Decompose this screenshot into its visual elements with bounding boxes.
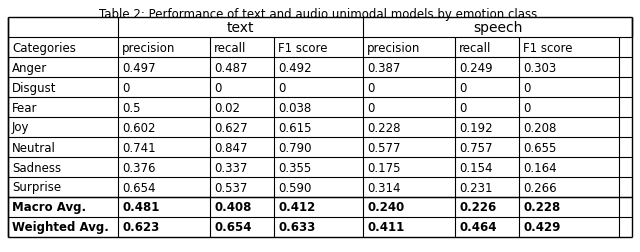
Text: 0.590: 0.590 [278, 181, 312, 194]
Text: 0.376: 0.376 [122, 161, 156, 174]
Text: 0: 0 [367, 81, 374, 94]
Text: 0: 0 [523, 101, 531, 114]
Text: 0.412: 0.412 [278, 201, 316, 214]
Text: 0.492: 0.492 [278, 61, 312, 74]
Text: 0.537: 0.537 [214, 181, 248, 194]
Text: Joy: Joy [12, 121, 29, 134]
Text: 0.408: 0.408 [214, 201, 252, 214]
Text: Categories: Categories [12, 41, 76, 54]
Text: 0.303: 0.303 [523, 61, 556, 74]
Text: 0.266: 0.266 [523, 181, 557, 194]
Text: 0.654: 0.654 [214, 220, 252, 234]
Text: 0.654: 0.654 [122, 181, 156, 194]
Text: precision: precision [122, 41, 175, 54]
Text: Table 2: Performance of text and audio unimodal models by emotion class.: Table 2: Performance of text and audio u… [99, 8, 541, 21]
Text: 0.847: 0.847 [214, 141, 248, 154]
Text: 0.757: 0.757 [459, 141, 493, 154]
Text: 0: 0 [278, 81, 285, 94]
Text: Disgust: Disgust [12, 81, 56, 94]
Text: 0.602: 0.602 [122, 121, 156, 134]
Text: 0.615: 0.615 [278, 121, 312, 134]
Text: 0.411: 0.411 [367, 220, 404, 234]
Text: Anger: Anger [12, 61, 47, 74]
Text: 0.038: 0.038 [278, 101, 311, 114]
Text: F1 score: F1 score [523, 41, 573, 54]
Text: 0.633: 0.633 [278, 220, 316, 234]
Text: 0: 0 [122, 81, 129, 94]
Text: 0.314: 0.314 [367, 181, 401, 194]
Text: 0.655: 0.655 [523, 141, 556, 154]
Text: 0: 0 [367, 101, 374, 114]
Text: 0: 0 [459, 81, 467, 94]
Text: Fear: Fear [12, 101, 38, 114]
Text: 0.02: 0.02 [214, 101, 240, 114]
Text: Sadness: Sadness [12, 161, 61, 174]
Text: 0.355: 0.355 [278, 161, 311, 174]
Text: 0.577: 0.577 [367, 141, 401, 154]
Text: speech: speech [473, 21, 522, 35]
Text: F1 score: F1 score [278, 41, 328, 54]
Text: Weighted Avg.: Weighted Avg. [12, 220, 109, 234]
Text: 0.487: 0.487 [214, 61, 248, 74]
Text: 0.231: 0.231 [459, 181, 493, 194]
Text: 0.5: 0.5 [122, 101, 141, 114]
Text: 0.337: 0.337 [214, 161, 248, 174]
Text: 0: 0 [214, 81, 221, 94]
Text: Surprise: Surprise [12, 181, 61, 194]
Text: 0.226: 0.226 [459, 201, 496, 214]
Text: 0.387: 0.387 [367, 61, 401, 74]
Text: 0.164: 0.164 [523, 161, 557, 174]
Text: precision: precision [367, 41, 420, 54]
Text: 0.741: 0.741 [122, 141, 156, 154]
Text: 0.429: 0.429 [523, 220, 561, 234]
Text: text: text [227, 21, 254, 35]
Text: 0.627: 0.627 [214, 121, 248, 134]
Text: 0.228: 0.228 [523, 201, 560, 214]
Text: 0.154: 0.154 [459, 161, 493, 174]
Text: 0.240: 0.240 [367, 201, 404, 214]
Text: recall: recall [459, 41, 492, 54]
Text: 0.249: 0.249 [459, 61, 493, 74]
Text: 0.497: 0.497 [122, 61, 156, 74]
Text: 0.208: 0.208 [523, 121, 556, 134]
Text: Macro Avg.: Macro Avg. [12, 201, 86, 214]
Text: recall: recall [214, 41, 246, 54]
Text: 0: 0 [459, 101, 467, 114]
Text: 0.192: 0.192 [459, 121, 493, 134]
Text: 0.228: 0.228 [367, 121, 401, 134]
Text: 0.175: 0.175 [367, 161, 401, 174]
Text: 0.790: 0.790 [278, 141, 312, 154]
Text: 0.464: 0.464 [459, 220, 497, 234]
Text: 0: 0 [523, 81, 531, 94]
Text: 0.481: 0.481 [122, 201, 159, 214]
Text: 0.623: 0.623 [122, 220, 159, 234]
Text: Neutral: Neutral [12, 141, 56, 154]
